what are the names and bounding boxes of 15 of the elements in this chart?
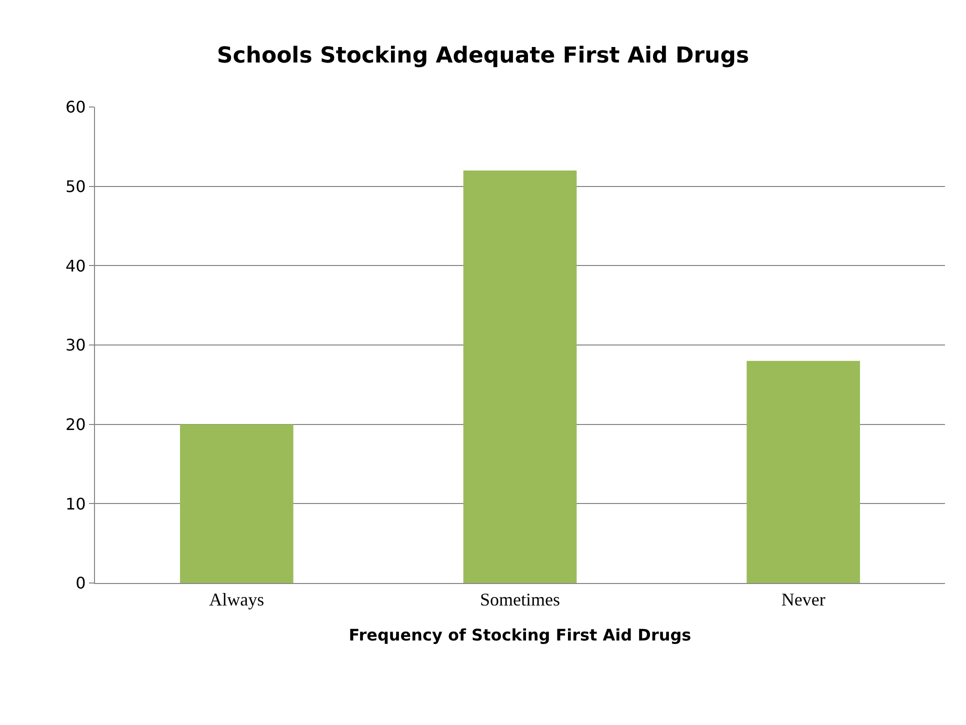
chart-title: Schools Stocking Adequate First Aid Drugs xyxy=(216,44,750,69)
y-tick-label: 20 xyxy=(65,414,86,434)
y-tick-label: 10 xyxy=(65,494,86,514)
y-tick-label: 60 xyxy=(65,98,86,117)
y-tick-label: 40 xyxy=(65,256,86,276)
y-tick-label: 30 xyxy=(65,336,86,355)
x-tick-label: Always xyxy=(209,590,264,610)
bar xyxy=(746,360,860,583)
x-tick-label: Sometimes xyxy=(480,590,560,610)
bar xyxy=(180,424,294,583)
y-tick-label: 50 xyxy=(65,176,86,196)
bar xyxy=(463,170,577,583)
x-tick-label: Never xyxy=(781,590,826,610)
x-axis-title: Frequency of Stocking First Aid Drugs xyxy=(348,625,692,644)
y-tick-label: 0 xyxy=(76,574,86,593)
